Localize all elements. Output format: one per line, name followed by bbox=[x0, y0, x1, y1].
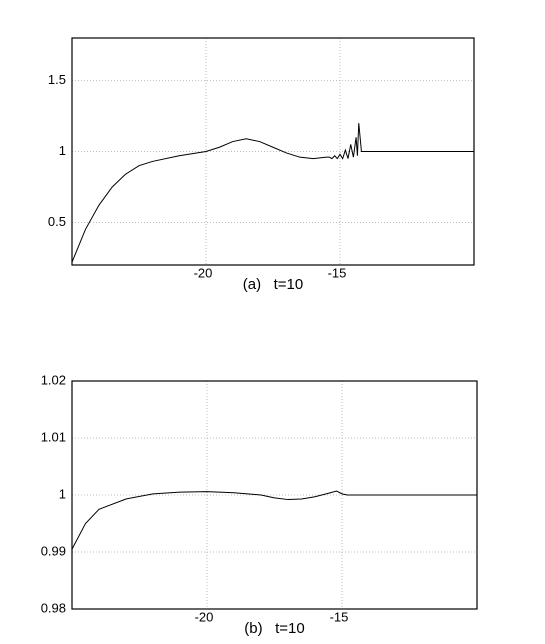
plot-frame bbox=[71, 380, 478, 610]
x-tick-label: -20 bbox=[195, 609, 214, 624]
x-tick-label: -15 bbox=[330, 609, 349, 624]
y-tick-label: 0.98 bbox=[41, 600, 66, 615]
plot-frame bbox=[71, 37, 475, 266]
y-tick-label: 0.5 bbox=[48, 214, 66, 229]
x-tick-label: -20 bbox=[194, 265, 213, 280]
caption: (b) t=10 bbox=[244, 620, 304, 637]
y-tick-label: 0.99 bbox=[41, 543, 66, 558]
y-tick-label: 1 bbox=[59, 143, 66, 158]
y-tick-label: 1.5 bbox=[48, 72, 66, 87]
y-tick-label: 1.02 bbox=[41, 372, 66, 387]
data-line bbox=[71, 490, 477, 550]
caption: (a) t=10 bbox=[243, 276, 303, 293]
y-tick-label: 1 bbox=[59, 486, 66, 501]
data-line bbox=[71, 123, 474, 263]
y-tick-label: 1.01 bbox=[41, 429, 66, 444]
x-tick-label: -15 bbox=[328, 265, 347, 280]
